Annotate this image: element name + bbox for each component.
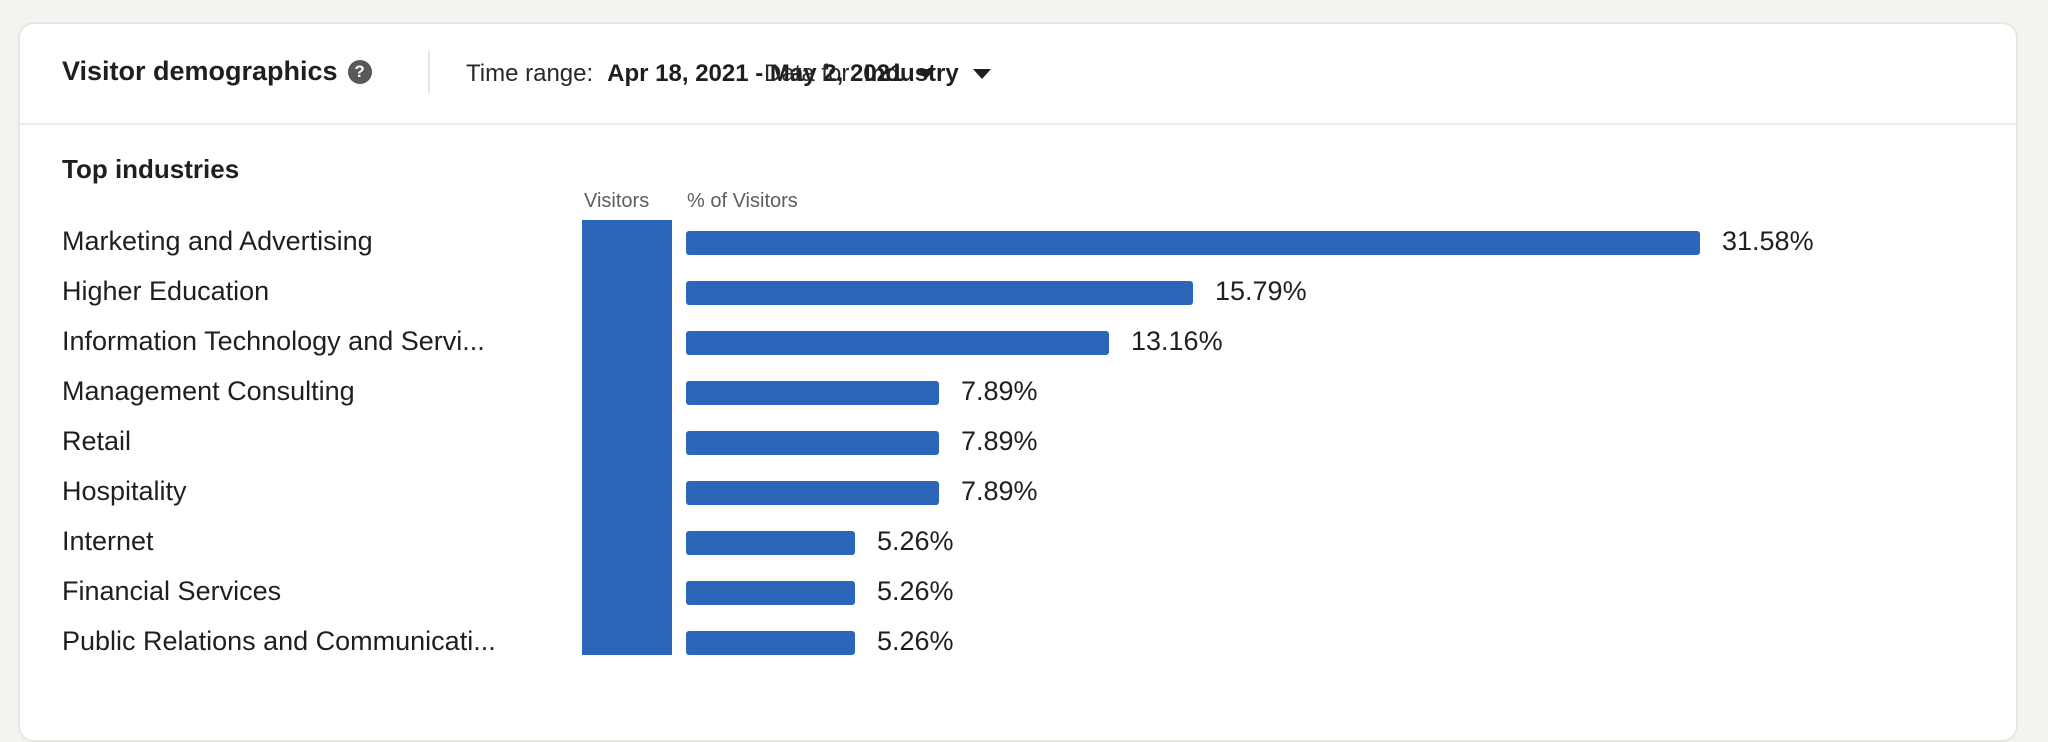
industry-name: Hospitality — [62, 476, 187, 506]
industry-row: Financial Services 5.26% — [20, 570, 2016, 620]
industry-row: Public Relations and Communicati... 5.26% — [20, 620, 2016, 670]
data-for-dropdown[interactable]: Data for: Industry — [764, 60, 991, 88]
visitors-column-bar — [582, 220, 672, 655]
industry-name: Financial Services — [62, 576, 282, 606]
section-title: Top industries — [62, 154, 240, 184]
pct-value: 31.58% — [1722, 226, 1814, 256]
industry-name: Information Technology and Servi... — [62, 326, 485, 356]
time-range-dropdown[interactable]: Time range: Apr 18, 2021 - May 2, 2021 — [466, 60, 936, 88]
pct-bar — [686, 331, 1109, 355]
pct-bar — [686, 581, 855, 605]
pct-bar — [686, 231, 1700, 255]
pct-value: 7.89% — [961, 426, 1038, 456]
caret-down-icon[interactable] — [917, 69, 936, 79]
card-title-text: Visitor demographics — [62, 56, 338, 86]
time-range-value[interactable]: Apr 18, 2021 - May 2, 2021 — [607, 60, 904, 87]
card-title: Visitor demographics ? — [62, 56, 372, 87]
pct-value: 5.26% — [877, 576, 954, 606]
column-header-pct: % of Visitors — [687, 190, 798, 212]
pct-value: 15.79% — [1215, 276, 1307, 306]
pct-bar — [686, 631, 855, 655]
caret-down-icon[interactable] — [972, 69, 991, 79]
industry-row: Higher Education 15.79% — [20, 270, 2016, 320]
pct-bar — [686, 431, 939, 455]
industry-name: Public Relations and Communicati... — [62, 626, 496, 656]
pct-value: 5.26% — [877, 526, 954, 556]
header-divider — [428, 51, 430, 93]
industry-name: Marketing and Advertising — [62, 226, 373, 256]
industry-name: Internet — [62, 526, 154, 556]
pct-value: 13.16% — [1131, 326, 1223, 356]
visitor-demographics-card: Visitor demographics ? Time range: Apr 1… — [18, 22, 2018, 742]
card-header: Visitor demographics ? Time range: Apr 1… — [20, 24, 2016, 125]
industry-name: Management Consulting — [62, 376, 355, 406]
pct-value: 5.26% — [877, 626, 954, 656]
time-range-label: Time range: — [466, 60, 594, 87]
industry-row: Hospitality 7.89% — [20, 470, 2016, 520]
industry-row: Retail 7.89% — [20, 420, 2016, 470]
pct-value: 7.89% — [961, 476, 1038, 506]
pct-value: 7.89% — [961, 376, 1038, 406]
pct-bar — [686, 381, 939, 405]
column-header-visitors: Visitors — [584, 190, 650, 212]
industry-row: Management Consulting 7.89% — [20, 370, 2016, 420]
data-for-label: Data for: — [764, 60, 857, 87]
industry-row: Internet 5.26% — [20, 520, 2016, 570]
question-circle-icon[interactable]: ? — [347, 59, 372, 84]
industry-name: Higher Education — [62, 276, 270, 306]
data-for-value[interactable]: Industry — [864, 60, 959, 87]
industry-name: Retail — [62, 426, 132, 456]
pct-bar — [686, 531, 855, 555]
industry-row: Information Technology and Servi... 13.16… — [20, 320, 2016, 370]
pct-bar — [686, 481, 939, 505]
industry-row: Marketing and Advertising 31.58% — [20, 220, 2016, 270]
pct-bar — [686, 281, 1193, 305]
